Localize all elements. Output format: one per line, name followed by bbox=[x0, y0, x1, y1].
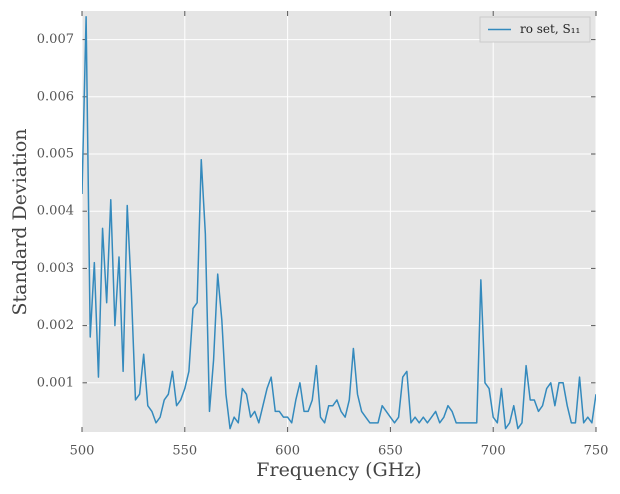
y-tick-label: 0.005 bbox=[37, 147, 74, 162]
x-tick-label: 750 bbox=[584, 444, 609, 459]
y-tick-label: 0.001 bbox=[37, 375, 74, 390]
x-tick-label: 500 bbox=[70, 444, 95, 459]
plot-area bbox=[82, 11, 596, 432]
y-tick-label: 0.007 bbox=[37, 32, 74, 47]
x-tick-label: 600 bbox=[275, 444, 300, 459]
y-tick-label: 0.003 bbox=[37, 261, 74, 276]
x-tick-label: 550 bbox=[172, 444, 197, 459]
marks bbox=[82, 15, 596, 430]
x-axis-label: Frequency (GHz) bbox=[256, 459, 421, 481]
grid bbox=[81, 11, 597, 432]
y-tick-label: 0.002 bbox=[37, 318, 74, 333]
y-tick-label: 0.004 bbox=[37, 204, 74, 219]
y-axis-label: Standard Deviation bbox=[9, 129, 31, 316]
legend-label: ro set, S₁₁ bbox=[520, 22, 580, 36]
y-tick-label: 0.006 bbox=[37, 89, 74, 104]
data-line bbox=[82, 15, 596, 430]
x-tick-label: 700 bbox=[481, 444, 506, 459]
legend: ro set, S₁₁ bbox=[479, 16, 591, 43]
x-tick-label: 650 bbox=[378, 444, 403, 459]
